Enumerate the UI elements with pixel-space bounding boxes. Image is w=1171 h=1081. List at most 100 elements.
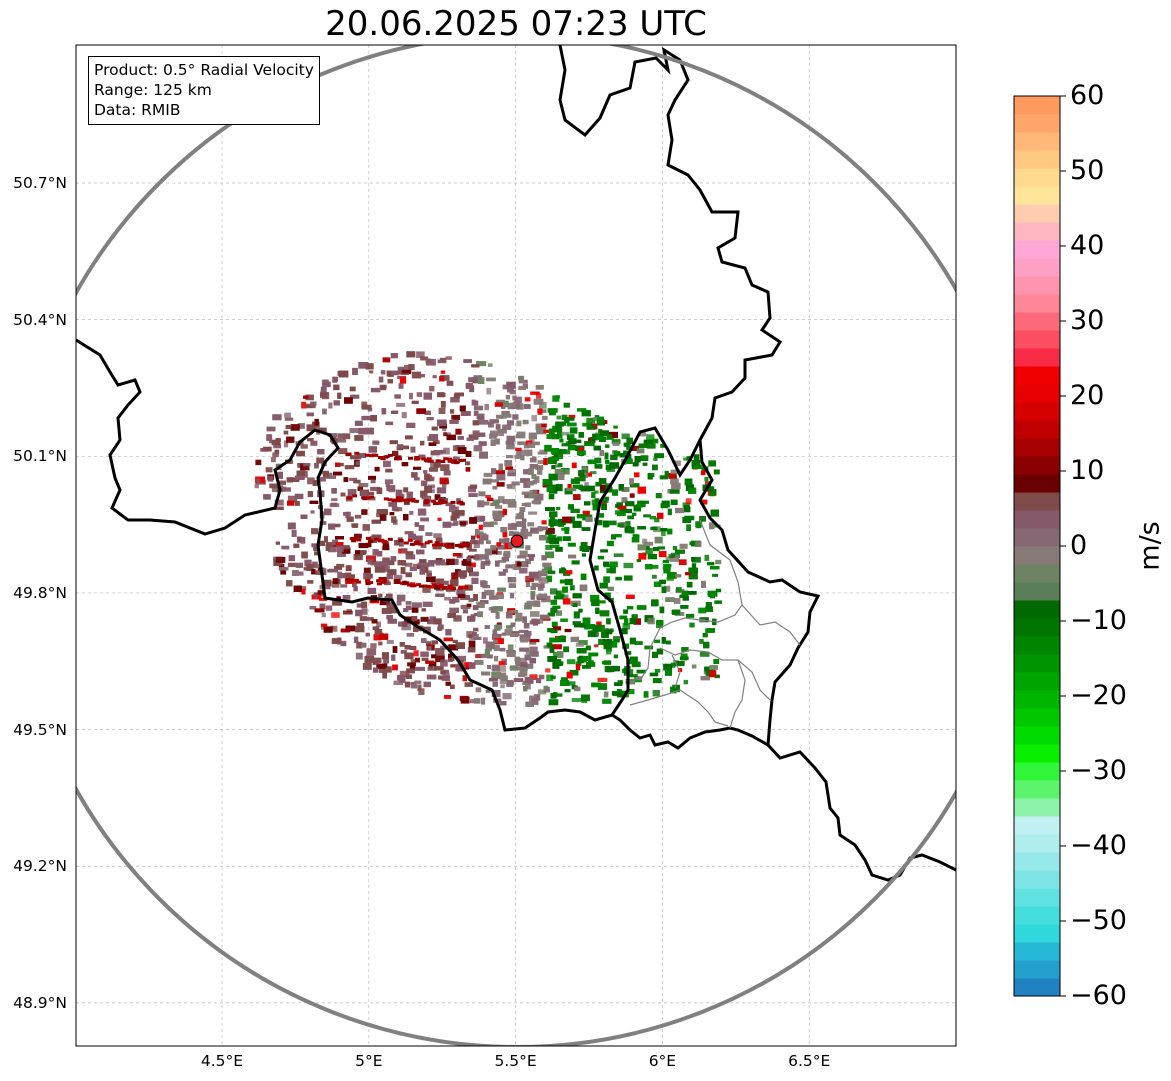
echo-pixel: [603, 691, 609, 698]
echo-pixel: [564, 469, 570, 475]
echo-pixel: [702, 633, 708, 638]
echo-pixel: [443, 447, 450, 455]
echo-pixel: [529, 494, 539, 498]
echo-pixel: [572, 603, 578, 607]
echo-pixel: [321, 612, 326, 618]
echo-pixel: [481, 535, 489, 541]
echo-pixel: [683, 457, 689, 461]
echo-pixel: [579, 474, 586, 482]
echo-pixel: [368, 446, 377, 453]
echo-pixel: [492, 499, 500, 506]
echo-pixel: [682, 595, 689, 601]
colorbar-segment: [1014, 564, 1060, 583]
echo-pixel: [420, 356, 429, 361]
echo-pixel: [451, 587, 456, 591]
echo-pixel: [504, 538, 510, 544]
echo-pixel: [492, 485, 498, 490]
echo-pixel: [309, 500, 319, 504]
echo-pixel: [309, 606, 317, 610]
echo-pixel: [376, 513, 383, 518]
echo-pixel: [538, 593, 548, 599]
echo-pixel: [306, 424, 315, 432]
echo-pixel: [659, 475, 668, 480]
echo-pixel: [542, 562, 552, 568]
colorbar-segment: [1014, 474, 1060, 493]
echo-pixel: [502, 693, 512, 700]
echo-pixel: [485, 495, 491, 498]
echo-pixel: [595, 434, 603, 440]
echo-pixel: [391, 506, 398, 511]
echo-pixel: [496, 414, 504, 419]
echo-pixel: [642, 462, 648, 466]
echo-pixel: [621, 628, 628, 635]
echo-pixel: [426, 584, 432, 588]
echo-pixel: [498, 571, 506, 576]
echo-pixel: [509, 403, 516, 409]
echo-pixel: [336, 596, 341, 601]
echo-pixel: [607, 434, 612, 440]
echo-pixel: [563, 402, 570, 408]
echo-pixel: [467, 647, 476, 653]
echo-pixel: [550, 456, 559, 461]
echo-pixel: [529, 639, 540, 643]
echo-pixel: [405, 601, 412, 605]
echo-pixel: [609, 431, 618, 439]
echo-pixel: [383, 657, 389, 664]
echo-pixel: [256, 478, 261, 484]
echo-pixel: [418, 454, 426, 459]
echo-pixel: [386, 370, 392, 377]
echo-pixel: [528, 511, 538, 515]
echo-pixel: [398, 539, 404, 543]
echo-pixel: [705, 628, 715, 633]
echo-pixel: [472, 432, 480, 437]
echo-pixel: [598, 478, 607, 484]
echo-pixel: [263, 494, 271, 500]
colorbar-unit-label: m/s: [1134, 521, 1166, 571]
echo-pixel: [519, 647, 529, 652]
echo-pixel: [440, 464, 450, 471]
echo-pixel: [367, 559, 373, 565]
country-borders: [76, 45, 956, 882]
echo-pixel: [328, 546, 337, 553]
echo-pixel: [489, 419, 499, 424]
echo-pixel: [552, 644, 562, 650]
echo-pixel: [426, 641, 431, 646]
echo-pixel: [281, 545, 290, 550]
echo-pixel: [529, 464, 538, 469]
colorbar-tick-label: −40: [1070, 830, 1127, 861]
echo-pixel: [358, 483, 369, 488]
echo-pixel: [533, 600, 541, 607]
echo-pixel: [366, 555, 376, 562]
echo-pixel: [382, 543, 390, 550]
echo-pixel: [337, 551, 346, 557]
echo-pixel: [591, 599, 600, 607]
echo-pixel: [355, 461, 360, 466]
echo-pixel: [469, 517, 477, 524]
echo-pixel: [418, 525, 425, 531]
admin-border: [659, 647, 771, 701]
echo-pixel: [438, 543, 444, 547]
lat-tick-label: 49.8°N: [13, 583, 67, 602]
echo-pixel: [671, 482, 681, 490]
echo-pixel: [675, 507, 684, 514]
echo-pixel: [296, 450, 305, 457]
echo-pixel: [496, 550, 502, 555]
echo-pixel: [584, 655, 592, 661]
echo-pixel: [524, 531, 532, 537]
echo-pixel: [465, 467, 471, 472]
echo-pixel: [355, 609, 363, 617]
echo-pixel: [581, 410, 591, 417]
echo-pixel: [621, 487, 630, 492]
echo-pixel: [599, 513, 604, 518]
echo-pixel: [639, 500, 649, 504]
echo-pixel: [707, 562, 715, 566]
echo-pixel: [511, 498, 516, 504]
echo-pixel: [343, 477, 349, 482]
colorbar-segment: [1014, 870, 1060, 889]
echo-pixel: [505, 466, 513, 470]
echo-pixel: [345, 578, 351, 582]
echo-pixel: [626, 437, 633, 444]
echo-pixel: [355, 652, 363, 660]
echo-pixel: [679, 656, 689, 660]
